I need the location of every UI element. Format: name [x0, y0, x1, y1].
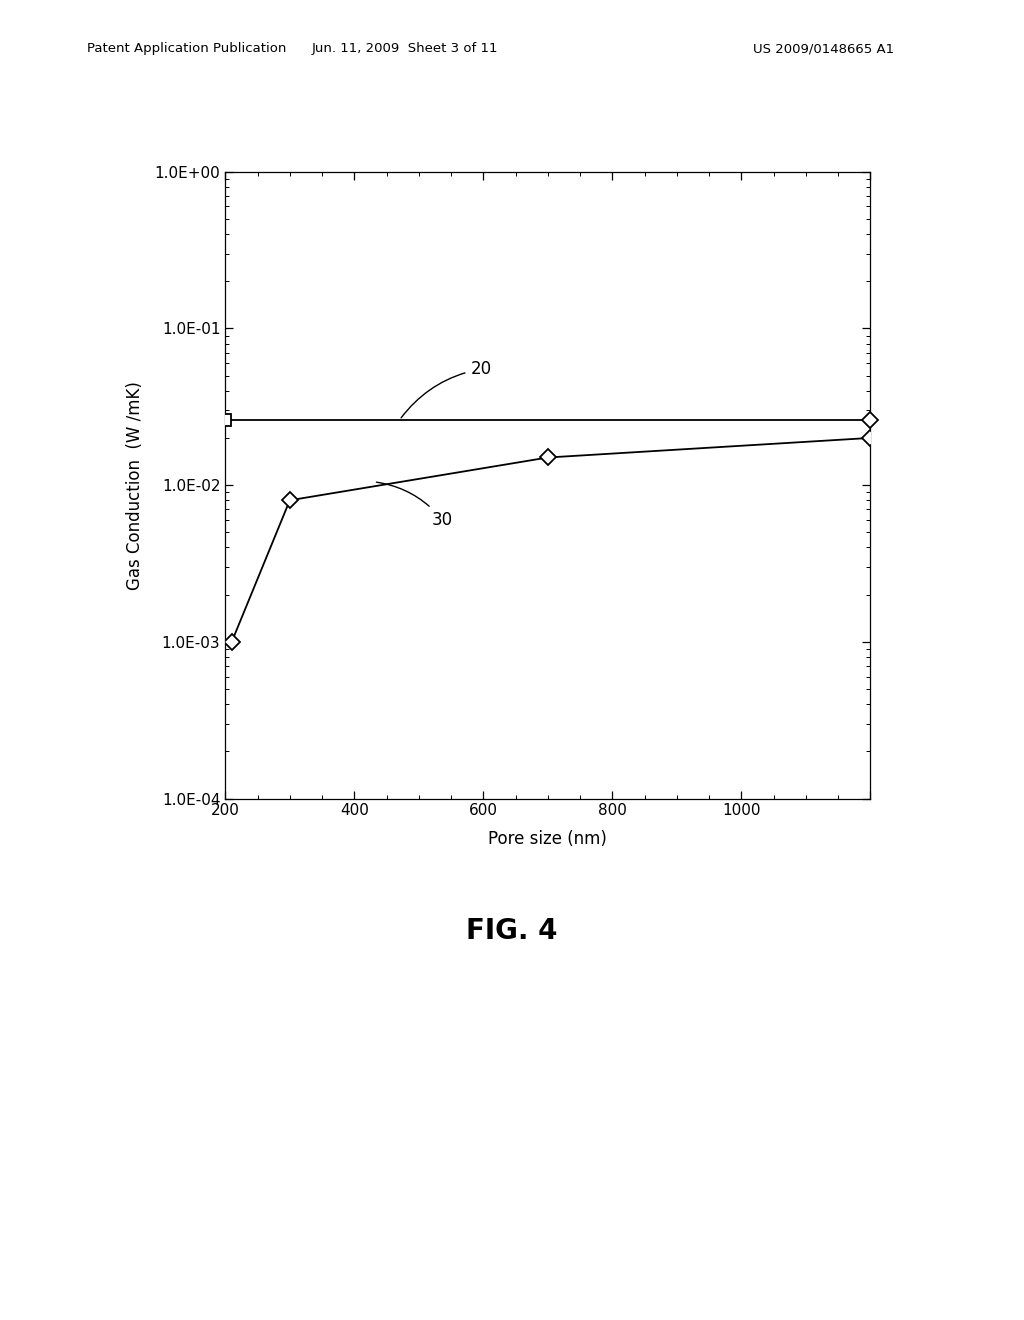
Text: Patent Application Publication: Patent Application Publication	[87, 42, 287, 55]
Text: FIG. 4: FIG. 4	[466, 916, 558, 945]
Text: US 2009/0148665 A1: US 2009/0148665 A1	[753, 42, 894, 55]
Text: 30: 30	[377, 482, 453, 529]
X-axis label: Pore size (nm): Pore size (nm)	[488, 829, 607, 847]
Y-axis label: Gas Conduction  (W /mK): Gas Conduction (W /mK)	[126, 380, 143, 590]
Text: 20: 20	[401, 360, 492, 418]
Text: Jun. 11, 2009  Sheet 3 of 11: Jun. 11, 2009 Sheet 3 of 11	[311, 42, 498, 55]
